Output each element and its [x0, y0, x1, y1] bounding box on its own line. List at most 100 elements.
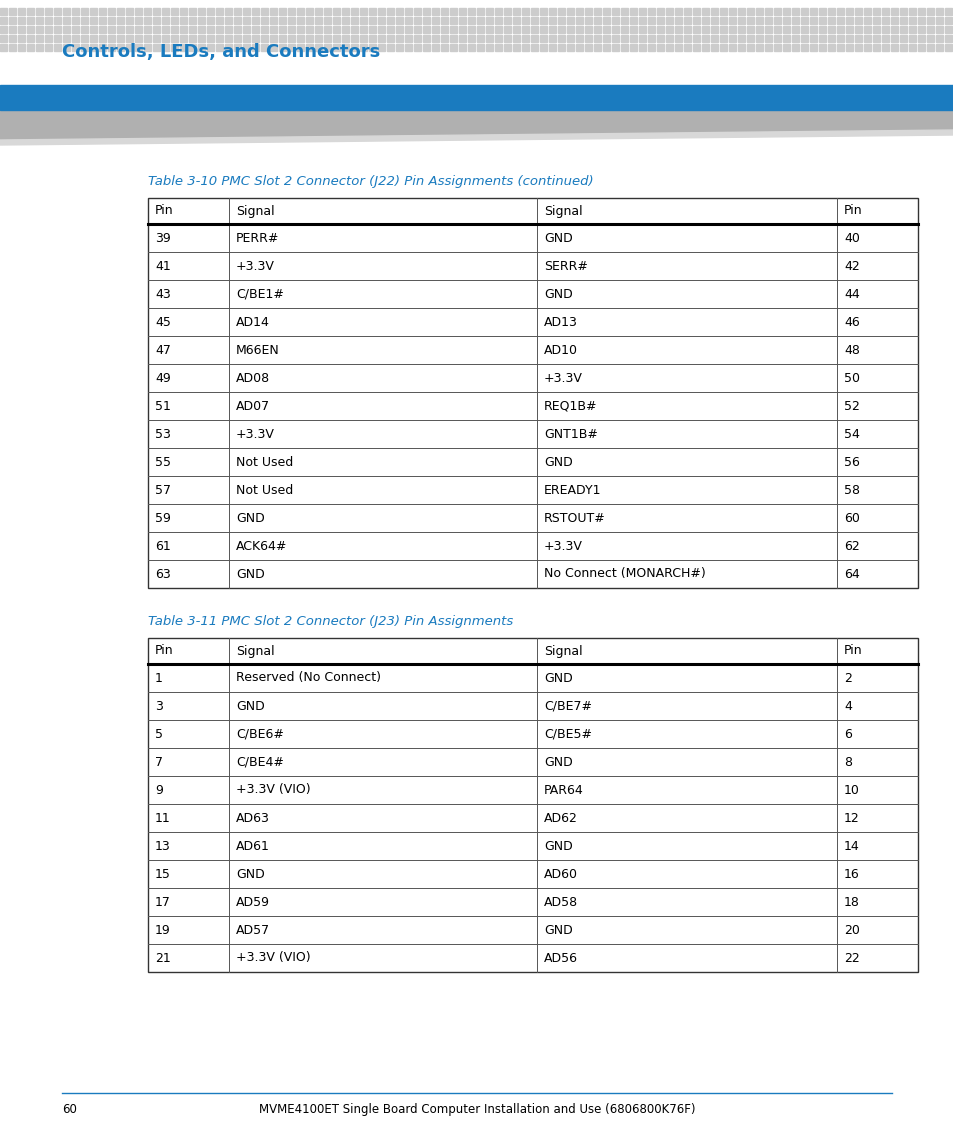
Text: 59: 59: [154, 512, 171, 524]
Text: Pin: Pin: [843, 205, 862, 218]
Bar: [450, 35, 456, 42]
Bar: [189, 44, 195, 52]
Bar: [54, 35, 61, 42]
Bar: [755, 17, 762, 24]
Bar: [252, 26, 258, 33]
Bar: [81, 17, 88, 24]
Bar: [243, 44, 250, 52]
Text: GND: GND: [235, 700, 264, 712]
Bar: [152, 17, 160, 24]
Bar: [0, 17, 7, 24]
Bar: [27, 8, 34, 15]
Bar: [485, 17, 493, 24]
Text: 12: 12: [843, 812, 859, 824]
Bar: [612, 35, 618, 42]
Bar: [639, 35, 645, 42]
Bar: [576, 17, 582, 24]
Bar: [665, 26, 672, 33]
Bar: [917, 44, 924, 52]
Bar: [908, 26, 915, 33]
Text: 45: 45: [154, 316, 171, 329]
Bar: [531, 44, 537, 52]
Bar: [36, 8, 43, 15]
Text: +3.3V: +3.3V: [235, 427, 274, 441]
Bar: [657, 26, 663, 33]
Bar: [341, 8, 349, 15]
Bar: [71, 35, 79, 42]
Text: C/BE7#: C/BE7#: [543, 700, 591, 712]
Bar: [809, 8, 816, 15]
Bar: [620, 44, 627, 52]
Text: Signal: Signal: [543, 205, 582, 218]
Bar: [854, 8, 862, 15]
Bar: [458, 8, 465, 15]
Bar: [71, 17, 79, 24]
Bar: [126, 8, 132, 15]
Text: Reserved (No Connect): Reserved (No Connect): [235, 671, 380, 685]
Bar: [45, 26, 52, 33]
Bar: [566, 17, 574, 24]
Text: GND: GND: [543, 839, 572, 853]
Bar: [207, 26, 213, 33]
Text: 3: 3: [154, 700, 163, 712]
Bar: [233, 44, 241, 52]
Bar: [746, 17, 753, 24]
Bar: [198, 26, 205, 33]
Bar: [620, 8, 627, 15]
Bar: [45, 35, 52, 42]
Bar: [746, 8, 753, 15]
Bar: [440, 17, 448, 24]
Bar: [476, 17, 483, 24]
Bar: [639, 26, 645, 33]
Bar: [584, 17, 592, 24]
Bar: [252, 8, 258, 15]
Bar: [333, 35, 339, 42]
Bar: [468, 17, 475, 24]
Bar: [225, 17, 232, 24]
Text: C/BE6#: C/BE6#: [235, 727, 283, 741]
Bar: [548, 35, 556, 42]
Bar: [657, 8, 663, 15]
Bar: [261, 44, 268, 52]
Text: 46: 46: [843, 316, 859, 329]
Bar: [782, 8, 789, 15]
Bar: [675, 17, 681, 24]
Bar: [539, 8, 546, 15]
Bar: [144, 26, 151, 33]
Text: 6: 6: [843, 727, 851, 741]
Bar: [701, 44, 708, 52]
Bar: [270, 26, 276, 33]
Bar: [278, 17, 286, 24]
Bar: [270, 44, 276, 52]
Bar: [665, 8, 672, 15]
Bar: [324, 35, 331, 42]
Bar: [935, 8, 942, 15]
Text: 60: 60: [843, 512, 859, 524]
Bar: [548, 17, 556, 24]
Bar: [863, 8, 870, 15]
Bar: [45, 44, 52, 52]
Bar: [791, 17, 799, 24]
Bar: [180, 8, 187, 15]
Bar: [468, 8, 475, 15]
Bar: [117, 8, 124, 15]
Bar: [171, 17, 178, 24]
Bar: [701, 17, 708, 24]
Bar: [422, 26, 430, 33]
Bar: [485, 8, 493, 15]
Bar: [513, 17, 519, 24]
Bar: [882, 17, 888, 24]
Bar: [215, 8, 223, 15]
Bar: [171, 26, 178, 33]
Polygon shape: [0, 131, 953, 145]
Bar: [720, 35, 726, 42]
Bar: [225, 26, 232, 33]
Text: AD08: AD08: [235, 371, 270, 385]
Bar: [503, 26, 511, 33]
Bar: [233, 8, 241, 15]
Bar: [261, 26, 268, 33]
Text: 8: 8: [843, 756, 851, 768]
Bar: [944, 44, 951, 52]
Bar: [71, 8, 79, 15]
Text: 10: 10: [843, 783, 859, 797]
